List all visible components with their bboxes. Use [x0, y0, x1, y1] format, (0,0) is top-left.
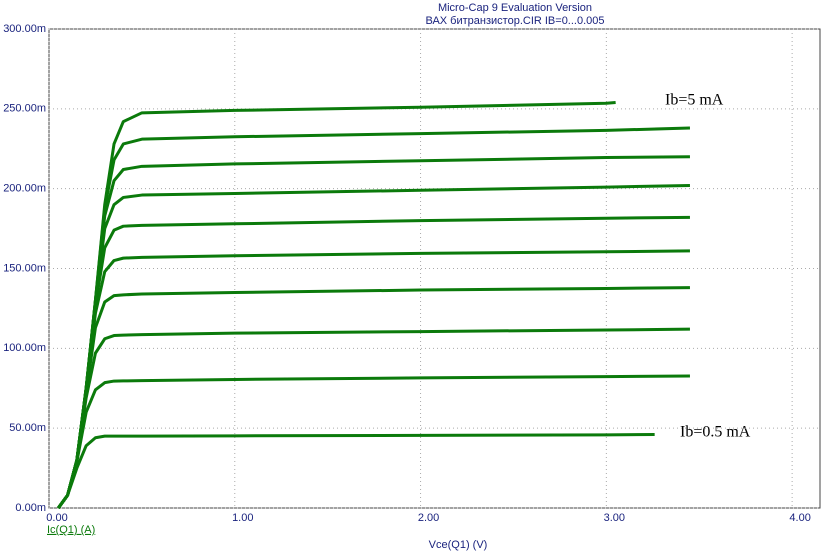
series-line	[57, 126, 690, 509]
y-tick-label: 100.00m	[3, 342, 46, 354]
y-axis-label: Ic(Q1) (A)	[47, 524, 95, 536]
x-tick-label: 1.00	[232, 512, 253, 524]
y-tick-label: 150.00m	[3, 262, 46, 274]
annotation: Ib=0.5 mA	[680, 424, 751, 441]
y-tick-label: 50.00m	[9, 422, 46, 434]
chart-subtitle: ВАХ битранзистор.CIR IB=0...0.005	[425, 15, 604, 27]
annotation: Ib=5 mA	[665, 92, 724, 109]
x-tick-label: 2.00	[418, 512, 439, 524]
series-line	[57, 374, 690, 509]
chart-title: Micro-Cap 9 Evaluation Version	[438, 2, 592, 14]
series-line	[57, 215, 690, 509]
x-axis-label: Vce(Q1) (V)	[429, 539, 488, 551]
x-tick-label: 3.00	[604, 512, 625, 524]
series-line	[57, 433, 655, 509]
y-tick-label: 250.00m	[3, 103, 46, 115]
y-tick-label: 0.00m	[15, 502, 46, 514]
y-tick-label: 200.00m	[3, 183, 46, 195]
x-tick-label: 4.00	[789, 512, 810, 524]
y-tick-label: 300.00m	[3, 23, 46, 35]
series-line	[57, 100, 616, 509]
x-tick-label: 0.00	[46, 512, 67, 524]
series-line	[57, 183, 690, 509]
series-line	[57, 327, 690, 509]
series-line	[57, 286, 690, 509]
